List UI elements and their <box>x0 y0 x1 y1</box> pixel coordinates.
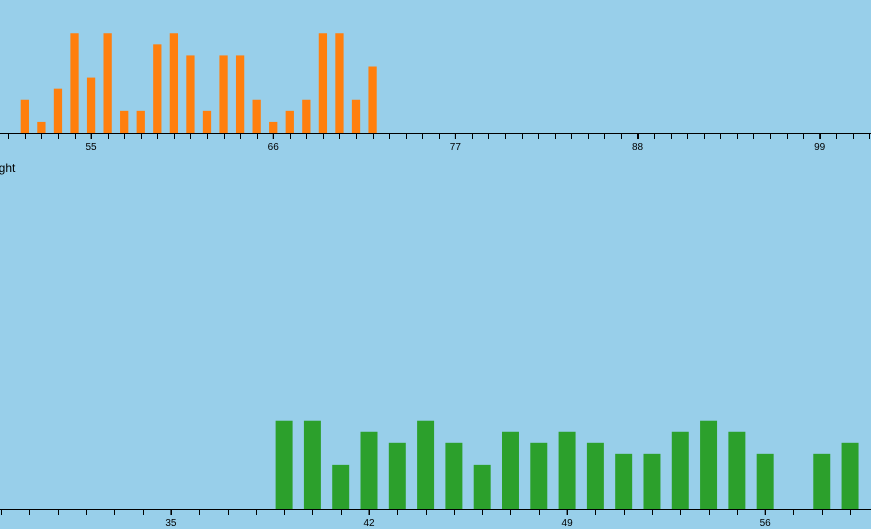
bar <box>103 33 112 133</box>
bar <box>318 33 328 133</box>
bar <box>671 431 689 509</box>
bar <box>700 420 718 509</box>
bar <box>303 420 321 509</box>
bar <box>269 121 278 133</box>
x-tick-label: 88 <box>632 142 644 153</box>
bar <box>186 55 195 133</box>
x-tick-label: 77 <box>450 142 462 153</box>
bar <box>530 442 548 509</box>
bar <box>202 110 212 133</box>
bar <box>501 431 519 509</box>
bar <box>756 453 774 509</box>
bar <box>335 33 344 133</box>
bar <box>388 442 406 509</box>
bar <box>351 99 361 133</box>
bar <box>586 442 604 509</box>
bar <box>275 420 293 509</box>
bar <box>368 66 377 133</box>
bar <box>120 110 129 133</box>
bar <box>252 99 261 133</box>
bar <box>285 110 294 133</box>
x-tick-label: 49 <box>562 518 574 529</box>
bar <box>332 464 350 509</box>
bar <box>473 464 491 509</box>
bar <box>813 453 831 509</box>
bar <box>70 33 79 133</box>
bar <box>360 431 378 509</box>
bar <box>302 99 311 133</box>
x-tick-label: 56 <box>760 518 772 529</box>
bar <box>20 99 29 133</box>
x-tick-label: 66 <box>268 142 280 153</box>
bar <box>53 88 63 133</box>
bar <box>615 453 633 509</box>
x-tick-label: 55 <box>86 142 98 153</box>
bar <box>169 33 179 133</box>
bar <box>235 55 245 133</box>
chart-label: ight <box>0 161 16 175</box>
bar <box>153 44 162 134</box>
x-tick-label: 42 <box>363 518 375 529</box>
bar <box>841 442 859 509</box>
bar <box>37 121 46 133</box>
bar <box>643 453 661 509</box>
bar <box>136 110 145 133</box>
x-tick-label: 99 <box>814 142 826 153</box>
bar <box>728 431 746 509</box>
bar <box>558 431 576 509</box>
x-tick-label: 35 <box>165 518 177 529</box>
bar <box>445 442 463 509</box>
bar <box>219 55 228 133</box>
bar <box>417 420 435 509</box>
bar <box>86 77 96 133</box>
